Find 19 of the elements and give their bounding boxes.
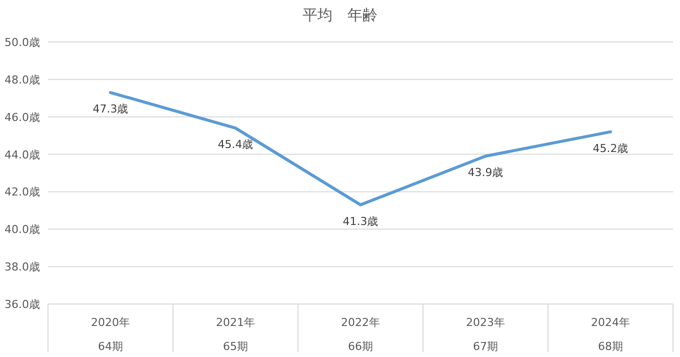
x-tick-label: 2023年 67期 (466, 316, 505, 353)
x-tick-label: 2024年 68期 (591, 316, 630, 353)
data-label: 45.2歳 (592, 142, 628, 155)
y-tick-label: 46.0歳 (4, 110, 40, 124)
title: 平均 年齢 (302, 6, 378, 24)
data-label: 43.9歳 (468, 166, 504, 180)
data-label: 41.3歳 (342, 214, 378, 228)
x-tick-label: 2021年 65期 (216, 316, 255, 353)
y-tick-label: 36.0歳 (4, 298, 40, 311)
y-tick-label: 40.0歳 (4, 223, 40, 236)
x-tick-label: 2022年 66期 (341, 316, 380, 353)
y-tick-label: 42.0歳 (4, 186, 40, 199)
y-tick-label: 44.0歳 (4, 148, 40, 162)
y-tick-label: 48.0歳 (4, 73, 40, 86)
data-label: 45.4歳 (218, 138, 254, 152)
x-tick-label: 2020年 64期 (91, 316, 130, 353)
data-label: 47.3歳 (92, 102, 128, 116)
y-tick-label: 50.0歳 (4, 36, 40, 49)
y-tick-label: 38.0歳 (4, 260, 40, 274)
